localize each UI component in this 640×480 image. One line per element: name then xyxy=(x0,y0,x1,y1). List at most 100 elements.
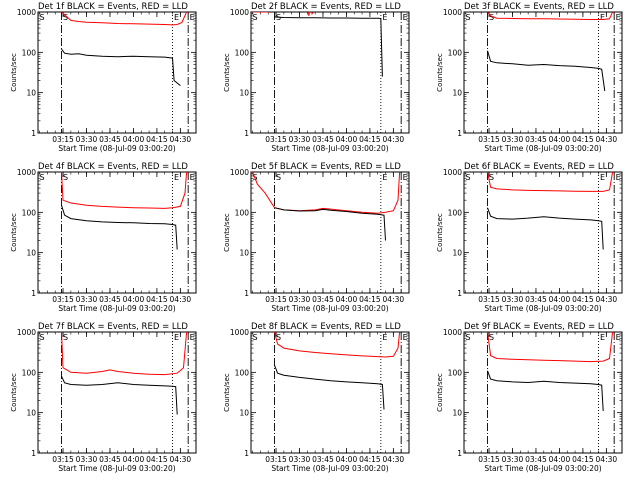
y-tick-label: 1000 xyxy=(230,8,249,17)
marker-label: S xyxy=(489,173,494,182)
y-tick-label: 10 xyxy=(26,89,36,98)
plot-frame xyxy=(463,331,623,454)
y-tick-label: 10 xyxy=(239,249,249,258)
x-tick-label: 04:00 xyxy=(123,295,145,304)
series-line-red xyxy=(61,332,188,376)
x-tick-label: 04:00 xyxy=(336,135,358,144)
marker-label: E xyxy=(190,173,195,182)
x-tick-label: 03:15 xyxy=(265,135,287,144)
x-tick-label: 03:30 xyxy=(76,295,98,304)
series-line-black xyxy=(274,16,383,77)
x-tick-label: 03:15 xyxy=(478,135,500,144)
plot-title: Det 4f BLACK = Events, RED = LLD xyxy=(38,162,188,172)
marker-label: S xyxy=(63,333,68,342)
series-line-red xyxy=(252,172,401,214)
x-tick-label: 03:45 xyxy=(99,135,121,144)
y-axis-label: Counts/sec xyxy=(436,373,444,412)
marker-label: E xyxy=(174,13,179,22)
y-tick-label: 10 xyxy=(452,409,462,418)
detector-plot-9: Det 9f BLACK = Events, RED = LLD 1 10 100 10… xyxy=(436,322,623,473)
series-line-red xyxy=(274,332,401,358)
x-tick-label: 04:30 xyxy=(170,295,192,304)
y-tick-label: 1 xyxy=(457,289,462,298)
plot-frame xyxy=(37,331,197,454)
x-tick-label: 04:15 xyxy=(359,295,381,304)
marker-label: S xyxy=(466,333,471,342)
plot-title: Det 5f BLACK = Events, RED = LLD xyxy=(251,162,401,172)
y-tick-label: 1000 xyxy=(443,8,462,17)
x-tick-label: 03:30 xyxy=(289,135,311,144)
x-tick-label: 03:30 xyxy=(289,455,311,464)
plot-frame xyxy=(250,171,410,294)
y-tick-label: 100 xyxy=(448,48,463,57)
x-tick-label: 04:30 xyxy=(596,295,618,304)
marker-label: E xyxy=(174,333,179,342)
marker-label: S xyxy=(489,13,494,22)
series-line-black xyxy=(274,207,386,241)
plot-title: Det 8f BLACK = Events, RED = LLD xyxy=(251,322,401,332)
marker-label: S xyxy=(276,173,281,182)
plot-frame xyxy=(250,331,410,454)
detector-plot-8: Det 8f BLACK = Events, RED = LLD 1 10 100 10… xyxy=(223,322,410,473)
x-tick-label: 03:45 xyxy=(99,295,121,304)
x-tick-label: 03:15 xyxy=(265,295,287,304)
x-tick-label: 03:15 xyxy=(478,295,500,304)
y-tick-label: 1000 xyxy=(17,8,36,17)
y-axis-label: Counts/sec xyxy=(10,53,18,92)
x-tick-label: 03:30 xyxy=(289,295,311,304)
plot-title: Det 6f BLACK = Events, RED = LLD xyxy=(464,162,614,172)
x-tick-label: 04:00 xyxy=(549,295,571,304)
x-tick-label: 04:30 xyxy=(170,455,192,464)
marker-label: S xyxy=(466,13,471,22)
x-axis-label: Start Time (08-Jul-09 03:00:20) xyxy=(58,464,175,473)
y-axis-label: Counts/sec xyxy=(10,373,18,412)
marker-label: S xyxy=(253,13,258,22)
x-axis-label: Start Time (08-Jul-09 03:00:20) xyxy=(484,144,601,153)
y-tick-label: 10 xyxy=(26,249,36,258)
x-tick-label: 04:15 xyxy=(146,455,168,464)
detector-plot-3: Det 3f BLACK = Events, RED = LLD 1 10 100 10… xyxy=(436,2,623,153)
series-line-black xyxy=(274,365,385,410)
plot-frame xyxy=(463,11,623,134)
plot-title: Det 1f BLACK = Events, RED = LLD xyxy=(38,2,188,12)
x-tick-label: 04:00 xyxy=(123,455,145,464)
y-tick-label: 1000 xyxy=(443,328,462,337)
detector-plot-5: Det 5f BLACK = Events, RED = LLD 1 10 100 10… xyxy=(223,162,410,313)
marker-label: E xyxy=(616,13,621,22)
plot-title: Det 9f BLACK = Events, RED = LLD xyxy=(464,322,614,332)
marker-label: S xyxy=(40,13,45,22)
x-tick-label: 03:45 xyxy=(525,135,547,144)
marker-label: E xyxy=(600,173,605,182)
x-tick-label: 03:45 xyxy=(312,295,334,304)
y-tick-label: 1 xyxy=(457,129,462,138)
series-line-black xyxy=(61,48,181,86)
x-tick-label: 03:45 xyxy=(312,135,334,144)
plot-title: Det 3f BLACK = Events, RED = LLD xyxy=(464,2,614,12)
x-tick-label: 03:15 xyxy=(52,295,74,304)
x-axis-label: Start Time (08-Jul-09 03:00:20) xyxy=(484,304,601,313)
x-tick-label: 04:15 xyxy=(146,295,168,304)
x-tick-label: 03:45 xyxy=(525,455,547,464)
x-tick-label: 04:30 xyxy=(596,135,618,144)
x-tick-label: 04:00 xyxy=(549,455,571,464)
marker-label: E xyxy=(382,333,387,342)
x-tick-label: 03:15 xyxy=(478,455,500,464)
detector-plot-2: Det 2f BLACK = Events, RED = LLD 1 10 100 10… xyxy=(223,2,410,153)
series-line-red xyxy=(487,12,614,20)
y-axis-label: Counts/sec xyxy=(436,213,444,252)
y-tick-label: 1000 xyxy=(230,168,249,177)
detector-plot-1: Det 1f BLACK = Events, RED = LLD 1 10 100 10… xyxy=(10,2,197,153)
x-tick-label: 04:00 xyxy=(336,295,358,304)
x-axis-label: Start Time (08-Jul-09 03:00:20) xyxy=(271,464,388,473)
marker-label: S xyxy=(253,333,258,342)
y-axis-label: Counts/sec xyxy=(223,53,231,92)
marker-label: E xyxy=(403,333,408,342)
x-tick-label: 04:30 xyxy=(596,455,618,464)
y-tick-label: 100 xyxy=(448,368,463,377)
y-tick-label: 1000 xyxy=(17,168,36,177)
y-tick-label: 100 xyxy=(235,208,250,217)
marker-label: E xyxy=(616,333,621,342)
marker-label: E xyxy=(382,13,387,22)
series-line-black xyxy=(487,207,604,250)
